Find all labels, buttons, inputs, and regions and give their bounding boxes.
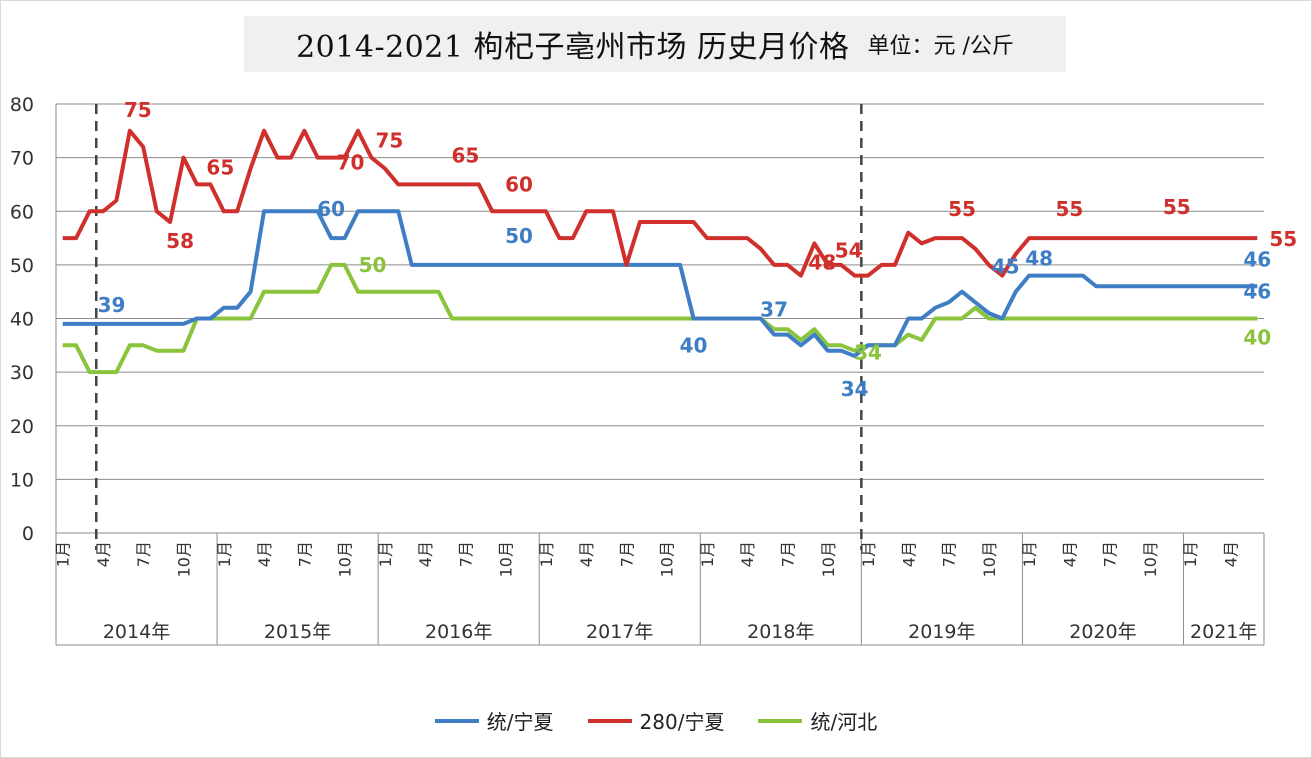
month-tick-label: 7月 bbox=[295, 541, 314, 567]
year-label: 2016年 bbox=[425, 621, 492, 643]
month-tick-label: 10月 bbox=[1141, 541, 1160, 577]
data-label: 55 bbox=[948, 197, 976, 221]
data-label: 60 bbox=[317, 197, 345, 221]
data-label: 34 bbox=[841, 377, 869, 401]
data-label: 46 bbox=[1243, 279, 1271, 303]
legend: 统/宁夏 280/宁夏 统/河北 bbox=[0, 706, 1312, 735]
data-label: 75 bbox=[376, 129, 404, 153]
month-tick-label: 4月 bbox=[738, 541, 757, 567]
data-label: 70 bbox=[337, 151, 365, 175]
year-label: 2015年 bbox=[264, 621, 331, 643]
month-tick-label: 4月 bbox=[1060, 541, 1079, 567]
month-tick-label: 4月 bbox=[577, 541, 596, 567]
legend-item: 280/宁夏 bbox=[587, 706, 725, 735]
series-line-1 bbox=[62, 128, 1258, 278]
month-tick-label: 10月 bbox=[658, 541, 677, 577]
month-tick-label: 7月 bbox=[134, 541, 153, 567]
chart-title: 2014-2021 枸杞子亳州市场 历史月价格 bbox=[296, 30, 850, 65]
month-tick-label: 10月 bbox=[819, 541, 838, 577]
legend-label: 统/宁夏 bbox=[486, 710, 554, 734]
data-label: 50 bbox=[505, 224, 533, 248]
data-label: 65 bbox=[451, 143, 479, 167]
month-tick-label: 1月 bbox=[215, 541, 234, 567]
y-tick-label: 10 bbox=[10, 469, 34, 491]
month-tick-label: 4月 bbox=[899, 541, 918, 567]
year-label: 2021年 bbox=[1190, 621, 1257, 643]
data-label: 37 bbox=[760, 298, 788, 322]
series-line-0 bbox=[62, 209, 1258, 358]
data-label: 55 bbox=[1163, 195, 1191, 219]
month-tick-label: 10月 bbox=[497, 541, 516, 577]
data-label: 55 bbox=[1055, 197, 1083, 221]
y-tick-label: 30 bbox=[10, 362, 34, 384]
year-label: 2017年 bbox=[586, 621, 653, 643]
data-label: 65 bbox=[206, 155, 234, 179]
month-tick-label: 7月 bbox=[779, 541, 798, 567]
data-label: 40 bbox=[1243, 326, 1271, 350]
legend-swatch bbox=[434, 718, 479, 723]
legend-swatch bbox=[587, 718, 632, 723]
month-tick-label: 1月 bbox=[698, 541, 717, 567]
chart-unit: 单位：元 /公斤 bbox=[867, 34, 1014, 59]
month-tick-label: 4月 bbox=[1221, 541, 1240, 567]
legend-swatch bbox=[758, 718, 803, 723]
month-tick-label: 1月 bbox=[1020, 541, 1039, 567]
y-tick-label: 70 bbox=[10, 148, 34, 170]
month-tick-label: 10月 bbox=[175, 541, 194, 577]
y-tick-label: 60 bbox=[10, 201, 34, 223]
series-line-2 bbox=[62, 262, 1258, 375]
data-label: 55 bbox=[1269, 227, 1297, 251]
year-label: 2020年 bbox=[1069, 621, 1136, 643]
month-tick-label: 4月 bbox=[255, 541, 274, 567]
data-label: 48 bbox=[1025, 247, 1053, 271]
month-tick-label: 1月 bbox=[859, 541, 878, 567]
year-label: 2014年 bbox=[103, 621, 170, 643]
line-chart: 0 10 20 30 40 50 60 70 80 1月 4月 7月 10月 2014年 1月 4月 7月 10月… bbox=[10, 94, 1297, 646]
year-label: 2019年 bbox=[908, 621, 975, 643]
data-label: 75 bbox=[124, 98, 152, 122]
data-label: 54 bbox=[835, 239, 863, 263]
legend-item: 统/河北 bbox=[758, 706, 877, 735]
month-tick-label: 1月 bbox=[1181, 541, 1200, 567]
data-label: 48 bbox=[808, 250, 836, 274]
legend-label: 统/河北 bbox=[810, 710, 878, 734]
month-tick-label: 7月 bbox=[617, 541, 636, 567]
month-tick-label: 7月 bbox=[1101, 541, 1120, 567]
y-tick-label: 40 bbox=[10, 309, 34, 331]
legend-label: 280/宁夏 bbox=[639, 710, 725, 734]
month-tick-label: 1月 bbox=[54, 541, 73, 567]
data-label: 40 bbox=[680, 334, 708, 358]
y-tick-label: 80 bbox=[10, 94, 34, 116]
data-label: 50 bbox=[359, 253, 387, 277]
data-label: 60 bbox=[505, 172, 533, 196]
month-tick-label: 10月 bbox=[980, 541, 999, 577]
data-label: 45 bbox=[992, 255, 1020, 279]
y-tick-label: 50 bbox=[10, 255, 34, 277]
data-label: 46 bbox=[1243, 247, 1271, 271]
year-label: 2018年 bbox=[747, 621, 814, 643]
y-tick-label: 20 bbox=[10, 416, 34, 438]
month-tick-label: 7月 bbox=[940, 541, 959, 567]
month-tick-label: 10月 bbox=[336, 541, 355, 577]
month-tick-label: 4月 bbox=[94, 541, 113, 567]
data-label: 34 bbox=[854, 340, 882, 364]
month-tick-label: 1月 bbox=[376, 541, 395, 567]
data-label: 39 bbox=[98, 293, 126, 317]
month-tick-label: 1月 bbox=[537, 541, 556, 567]
legend-item: 统/宁夏 bbox=[434, 706, 554, 735]
month-tick-label: 7月 bbox=[456, 541, 475, 567]
data-label: 58 bbox=[166, 229, 194, 253]
month-tick-label: 4月 bbox=[416, 541, 435, 567]
y-tick-label: 0 bbox=[22, 523, 34, 545]
chart-title-box: 2014-2021 枸杞子亳州市场 历史月价格 单位：元 /公斤 bbox=[244, 16, 1066, 72]
